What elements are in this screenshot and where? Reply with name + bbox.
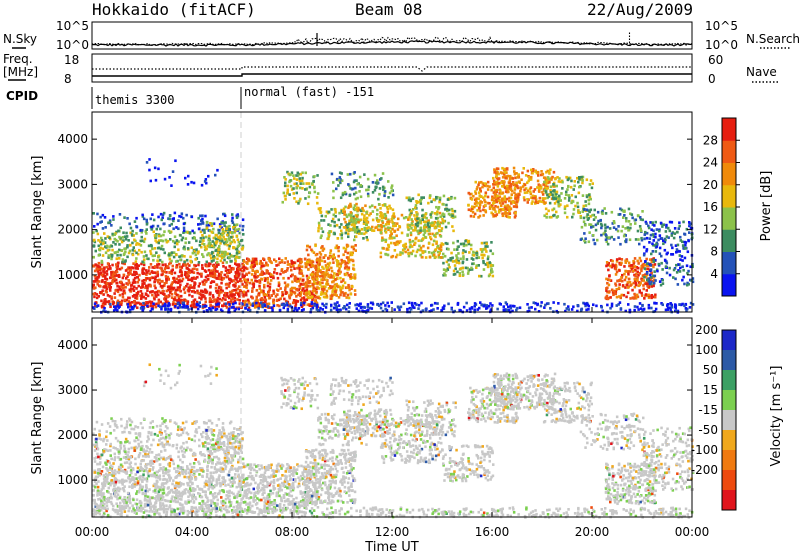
velocity-y-ticks: 1000 2000 3000 4000	[57, 338, 692, 487]
freq-right-tick-top: 60	[708, 53, 723, 67]
power-panel: Slant Range [km] 1000 2000 3000 4000	[30, 111, 695, 314]
colorbar-tick-label: 50	[703, 363, 718, 377]
colorbar-tick-label: 20	[703, 178, 718, 192]
velocity-echoes	[92, 363, 695, 519]
colorbar-swatch	[722, 390, 736, 411]
noise-panel: N.Sky 10^5 10^0 10^5 10^0 N.Search	[3, 19, 800, 52]
cpid-panel: CPID themis 3300 normal (fast) -151	[6, 85, 374, 109]
colorbar-swatch	[722, 430, 736, 451]
y-tick-label: 4000	[57, 338, 88, 352]
freq-line	[92, 73, 692, 77]
x-tick-label: 08:00	[275, 525, 310, 539]
colorbar-swatch	[722, 330, 736, 351]
colorbar-swatch	[722, 490, 736, 511]
colorbar-tick-label: -200	[691, 463, 718, 477]
colorbar-swatch	[722, 370, 736, 391]
y-tick-label: 3000	[57, 383, 88, 397]
colorbar-swatch	[722, 410, 736, 431]
colorbar-tick-label: 100	[695, 343, 718, 357]
date-title: 22/Aug/2009	[587, 0, 693, 19]
colorbar-swatch	[722, 350, 736, 371]
noise-left-label: N.Sky	[3, 32, 37, 46]
freq-left-label-1: Freq.	[3, 52, 33, 66]
colorbar-swatch	[722, 470, 736, 491]
colorbar-swatch	[722, 450, 736, 471]
cpid-segment-themis: themis 3300	[95, 93, 174, 107]
frequency-panel: Freq. [MHz] 18 8 60 0 Nave	[3, 52, 780, 86]
colorbar-tick-label: 15	[703, 383, 718, 397]
colorbar-tick-label: 16	[703, 200, 718, 214]
power-ylabel: Slant Range [km]	[30, 156, 45, 269]
x-tick-label: 04:00	[175, 525, 210, 539]
nsearch-line	[91, 32, 693, 46]
velocity-panel: Slant Range [km] 1000 2000 3000 4000	[30, 317, 695, 519]
colorbar-swatch	[722, 251, 736, 275]
noise-left-tick-top: 10^5	[56, 19, 89, 33]
x-tick-label: 20:00	[575, 525, 610, 539]
y-tick-label: 2000	[57, 223, 88, 237]
colorbar-swatch	[722, 273, 736, 297]
x-axis-label: Time UT	[364, 540, 418, 554]
y-tick-label: 3000	[57, 177, 88, 191]
colorbar-swatch	[722, 162, 736, 186]
colorbar-tick-label: -100	[691, 443, 718, 457]
power-colorbar-label: Power [dB]	[759, 171, 774, 242]
y-tick-label: 1000	[57, 268, 88, 282]
colorbar-tick-label: -15	[698, 403, 718, 417]
colorbar-tick-label: -50	[698, 423, 718, 437]
beam-title: Beam 08	[355, 0, 422, 19]
colorbar-tick-label: 200	[695, 323, 718, 337]
freq-left-label-2: [MHz]	[3, 65, 38, 79]
nave-right-label: Nave	[746, 65, 777, 79]
colorbar-tick-label: 24	[703, 156, 718, 170]
colorbar-tick-label: 4	[710, 267, 718, 281]
colorbar-swatch	[722, 140, 736, 163]
x-axis: 00:00 04:00 08:00 12:00 16:00 20:00 00:00	[75, 307, 710, 539]
noise-right-label: N.Search	[746, 32, 800, 46]
power-y-ticks: 1000 2000 3000 4000	[57, 132, 692, 282]
y-tick-label: 1000	[57, 473, 88, 487]
nave-line	[92, 66, 692, 72]
colorbar-swatch	[722, 207, 736, 230]
x-tick-label: 00:00	[75, 525, 110, 539]
colorbar-swatch	[722, 229, 736, 252]
colorbar-swatch	[722, 184, 736, 208]
noise-right-tick-bottom: 10^0	[705, 38, 738, 52]
freq-left-tick-top: 18	[64, 53, 79, 67]
y-tick-label: 4000	[57, 132, 88, 146]
colorbar-tick-label: 28	[703, 133, 718, 147]
freq-left-tick-bottom: 8	[64, 72, 72, 86]
power-colorbar: 4 8 12 16 20 24 28 Power [dB]	[703, 117, 774, 297]
y-tick-label: 2000	[57, 428, 88, 442]
colorbar-tick-label: 12	[703, 222, 718, 236]
freq-right-tick-bottom: 0	[708, 72, 716, 86]
x-tick-label: 00:00	[675, 525, 710, 539]
colorbar-tick-label: 8	[710, 245, 718, 259]
colorbar-swatch	[722, 118, 736, 141]
velocity-colorbar: 200 100 50 15 -15 -50 -100 -200 Velocity [m s⁻¹…	[691, 323, 784, 511]
velocity-ylabel: Slant Range [km]	[30, 362, 45, 475]
cpid-segment-normal: normal (fast) -151	[244, 85, 374, 99]
noise-left-tick-bottom: 10^0	[56, 38, 89, 52]
noise-right-tick-top: 10^5	[705, 19, 738, 33]
power-echoes	[92, 158, 695, 314]
cpid-label: CPID	[6, 89, 38, 103]
velocity-colorbar-label: Velocity [m s⁻¹]	[769, 366, 784, 467]
x-tick-label: 16:00	[475, 525, 510, 539]
station-title: Hokkaido (fitACF)	[92, 0, 256, 19]
x-tick-label: 12:00	[375, 525, 410, 539]
